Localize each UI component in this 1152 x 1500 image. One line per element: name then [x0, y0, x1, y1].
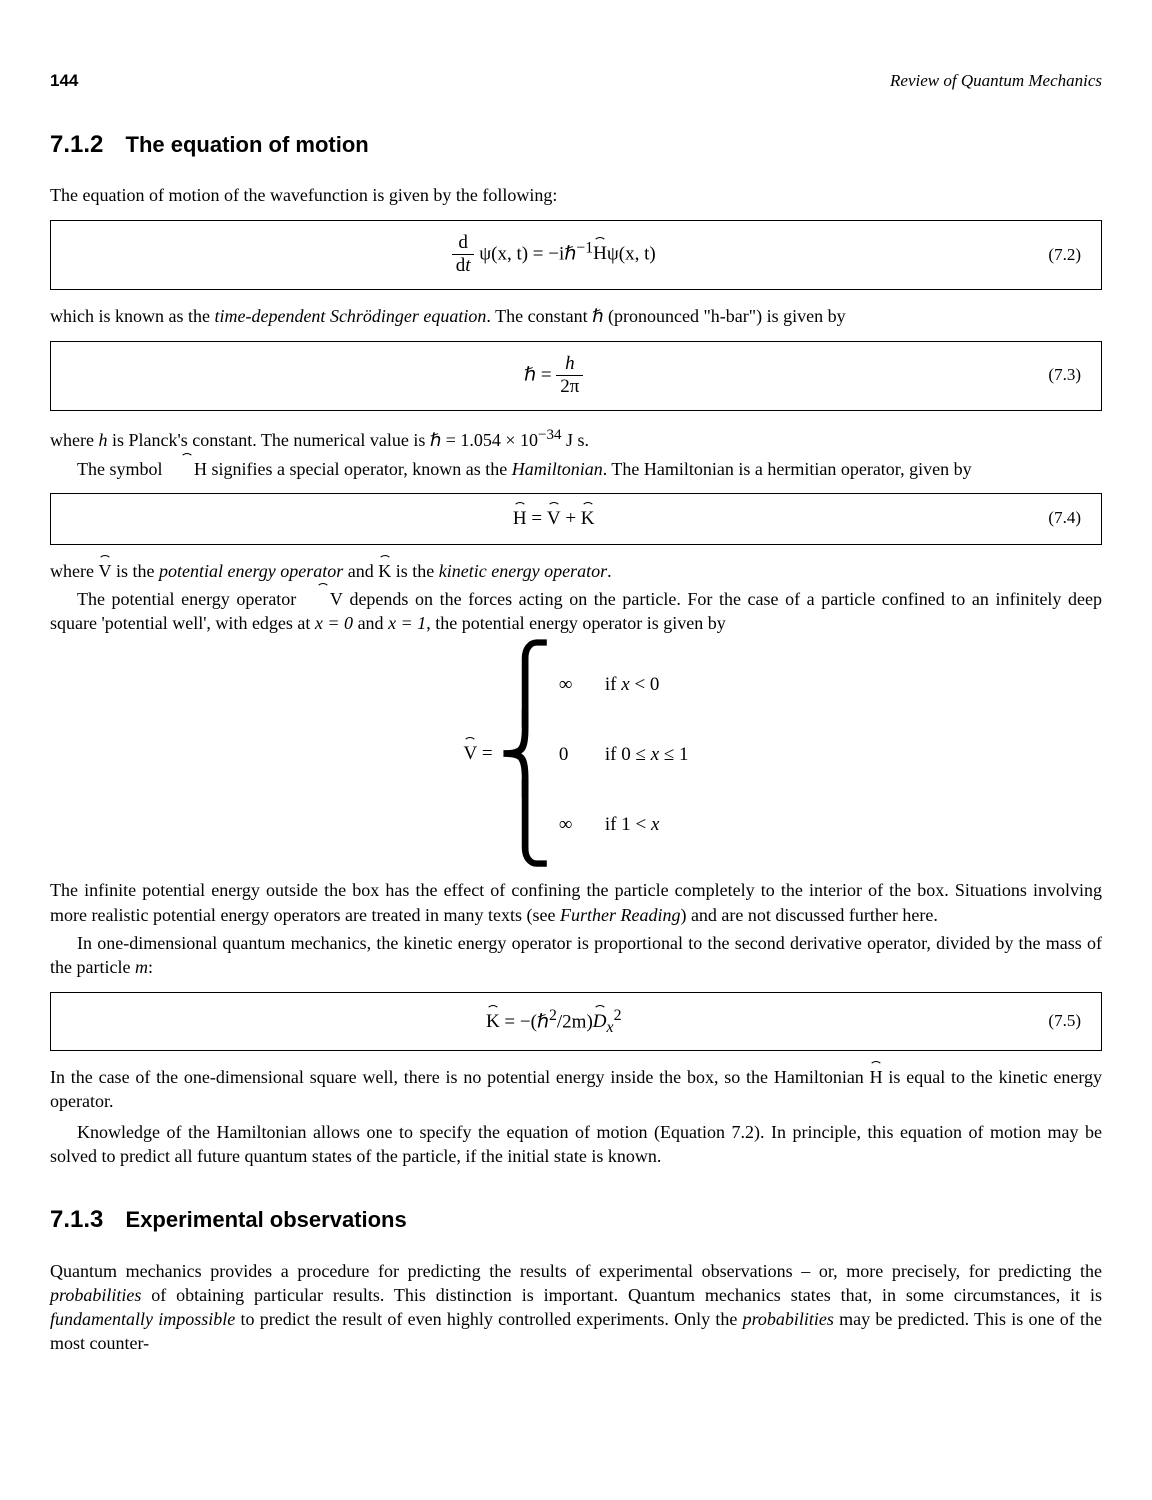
page-number: 144: [50, 70, 78, 93]
equation-7-2: d dt ψ(x, t) = −iℏ−1Hψ(x, t) (7.2): [50, 220, 1102, 291]
section-heading-713: 7.1.3 Experimental observations: [50, 1204, 1102, 1236]
paragraph: Knowledge of the Hamiltonian allows one …: [50, 1120, 1102, 1169]
equation-number: (7.5): [1048, 1010, 1081, 1033]
page-header: 144 Review of Quantum Mechanics: [50, 70, 1102, 93]
equation-content: ℏ = h 2π: [71, 354, 1036, 399]
equation-content: H = V + K: [71, 506, 1036, 532]
paragraph: The symbol H signifies a special operato…: [50, 457, 1102, 481]
equation-number: (7.3): [1048, 364, 1081, 387]
paragraph: The equation of motion of the wavefuncti…: [50, 183, 1102, 207]
equation-7-3: ℏ = h 2π (7.3): [50, 341, 1102, 412]
equation-content: K = −(ℏ2/2m)Dx2: [71, 1005, 1036, 1038]
paragraph: Quantum mechanics provides a procedure f…: [50, 1259, 1102, 1356]
section-number: 7.1.2: [50, 131, 103, 158]
paragraph: In the case of the one-dimensional squar…: [50, 1065, 1102, 1114]
equation-number: (7.2): [1048, 244, 1081, 267]
paragraph: The potential energy operator V depends …: [50, 587, 1102, 636]
section-title: Experimental observations: [126, 1207, 407, 1232]
equation-content: d dt ψ(x, t) = −iℏ−1Hψ(x, t): [71, 233, 1036, 278]
hamiltonian-hat: H: [593, 241, 607, 267]
chapter-title: Review of Quantum Mechanics: [890, 70, 1102, 93]
equation-cases: V = ⎧⎨⎩ ∞if x < 0 0if 0 ≤ x ≤ 1 ∞if 1 < …: [50, 649, 1102, 860]
equation-7-4: H = V + K (7.4): [50, 493, 1102, 545]
paragraph: where V is the potential energy operator…: [50, 559, 1102, 583]
hamiltonian-hat: H: [167, 457, 207, 481]
section-number: 7.1.3: [50, 1206, 103, 1233]
equation-number: (7.4): [1048, 507, 1081, 530]
paragraph: where h is Planck's constant. The numeri…: [50, 425, 1102, 452]
paragraph: The infinite potential energy outside th…: [50, 878, 1102, 927]
section-title: The equation of motion: [126, 132, 369, 157]
paragraph: which is known as the time-dependent Sch…: [50, 304, 1102, 328]
paragraph: In one-dimensional quantum mechanics, th…: [50, 931, 1102, 980]
brace-icon: ⎧⎨⎩: [497, 649, 553, 860]
equation-7-5: K = −(ℏ2/2m)Dx2 (7.5): [50, 992, 1102, 1051]
section-heading-712: 7.1.2 The equation of motion: [50, 129, 1102, 161]
